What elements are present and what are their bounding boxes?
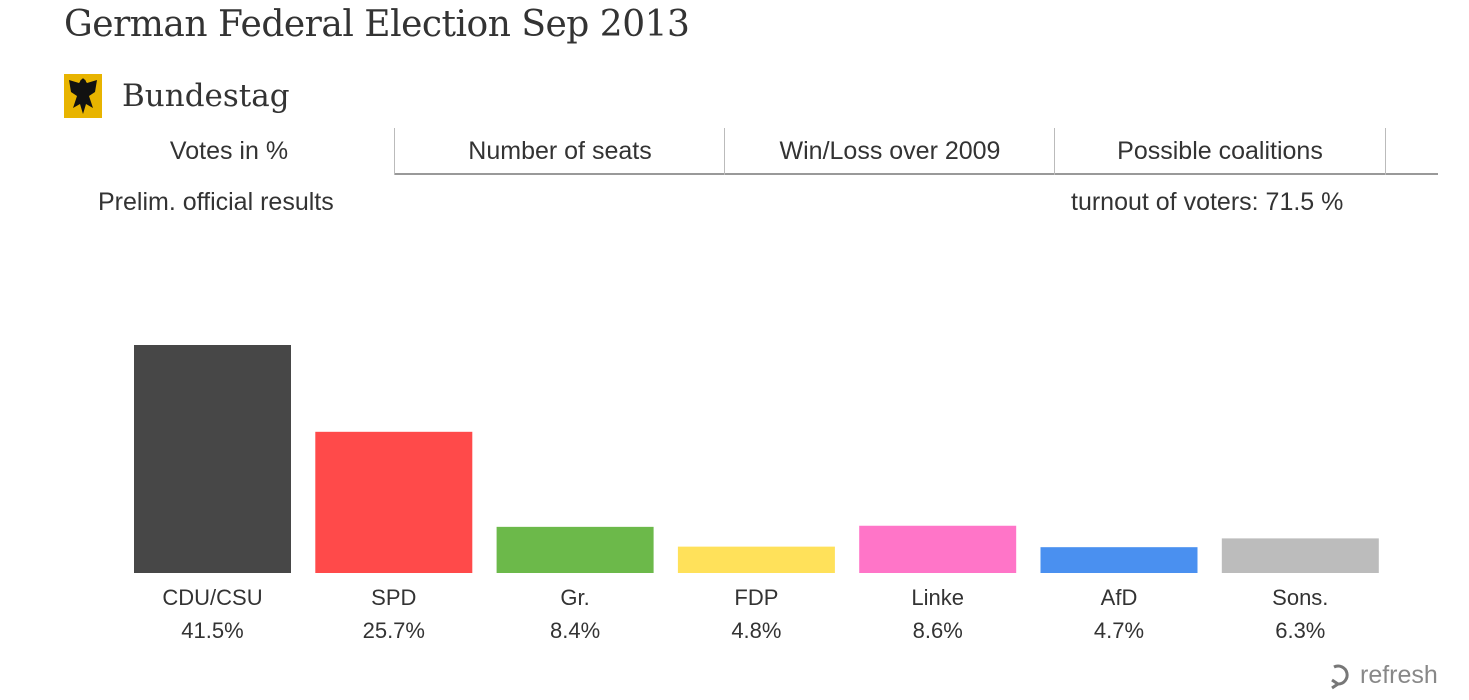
bar-gr (496, 526, 654, 573)
turnout: turnout of voters: 71.5 % (1071, 188, 1344, 216)
refresh-button[interactable]: refresh (1326, 660, 1438, 690)
category-label: FDP (734, 585, 778, 610)
category-label: Linke (911, 585, 964, 610)
refresh-icon (1331, 664, 1349, 690)
subtitle-row: Bundestag (64, 72, 290, 120)
page-title: German Federal Election Sep 2013 (64, 4, 690, 45)
bar-spd (315, 431, 473, 573)
value-label: 4.7% (1094, 618, 1144, 643)
tab-seats[interactable]: Number of seats (394, 128, 725, 175)
value-label: 25.7% (363, 618, 425, 643)
tab-votes[interactable]: Votes in % (169, 137, 289, 165)
tab-bar: Votes in % Number of seats Win/Loss over… (64, 128, 1438, 175)
bar-cducsu (134, 345, 291, 573)
subtitle: Bundestag (122, 78, 290, 114)
category-label: Gr. (560, 585, 589, 610)
bar-afd (1040, 547, 1198, 573)
value-label: 41.5% (181, 618, 243, 643)
value-label: 6.3% (1275, 618, 1325, 643)
results-status: Prelim. official results (98, 188, 334, 216)
federal-eagle-icon (64, 74, 102, 118)
bar-linke (859, 525, 1017, 573)
value-label: 8.4% (550, 618, 600, 643)
bar-fdp (677, 546, 835, 573)
category-label: CDU/CSU (162, 585, 262, 610)
tab-coalitions[interactable]: Possible coalitions (1054, 128, 1386, 175)
value-label: 8.6% (913, 618, 963, 643)
value-label: 4.8% (731, 618, 781, 643)
tab-win-loss[interactable]: Win/Loss over 2009 (724, 128, 1055, 175)
tab-underline (394, 173, 1438, 175)
bar-sons (1221, 538, 1379, 573)
category-label: AfD (1101, 585, 1138, 610)
category-label: Sons. (1272, 585, 1328, 610)
refresh-label: refresh (1360, 660, 1438, 689)
category-label: SPD (371, 585, 416, 610)
